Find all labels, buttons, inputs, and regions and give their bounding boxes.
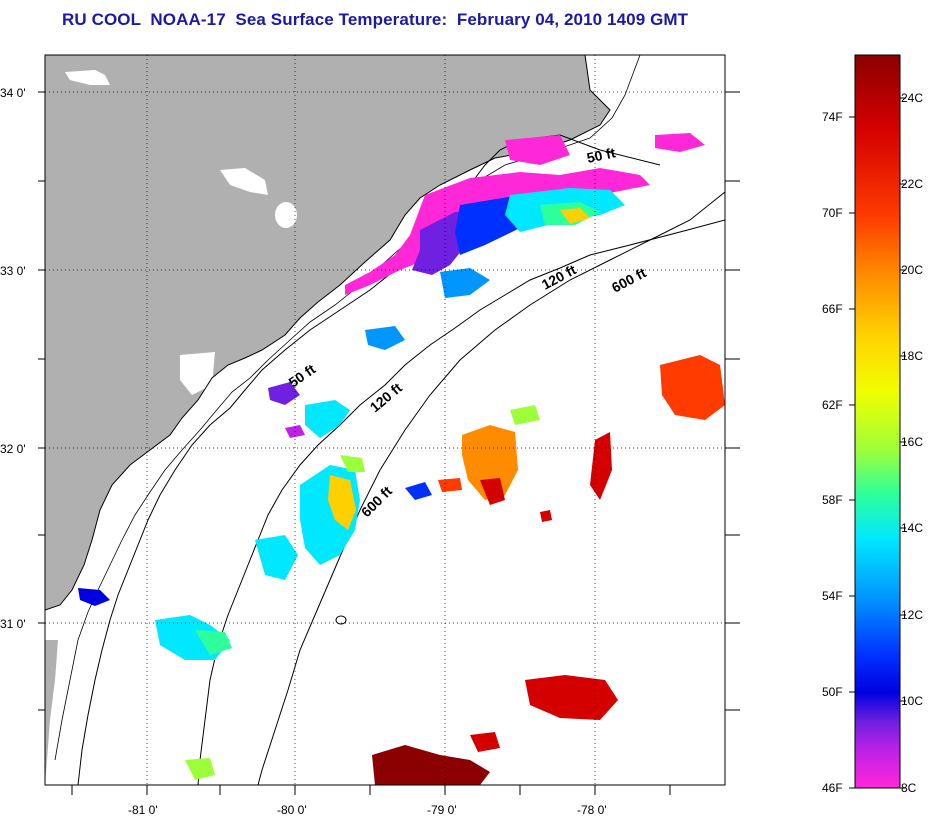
- lat-label-33: 33 0': [0, 264, 26, 278]
- colorbar-f-label: 66F: [822, 302, 843, 316]
- isobath-600ft: [257, 191, 725, 785]
- map-title: RU COOL NOAA-17 Sea Surface Temperature:…: [62, 10, 689, 29]
- colorbar-c-label: 16C: [901, 435, 923, 449]
- colorbar-c-label: 12C: [901, 608, 923, 622]
- colorbar-f-label: 46F: [822, 781, 843, 795]
- lake: [180, 352, 215, 395]
- colorbar-c-label: 10C: [901, 694, 923, 708]
- contour-label-50ft-north: 50 ft: [585, 144, 617, 166]
- colorbar-c-label: 14C: [901, 521, 923, 535]
- colorbar-f-label: 74F: [822, 110, 843, 124]
- lon-label-80: -80 0': [277, 803, 307, 817]
- colorbar-f-label: 54F: [822, 589, 843, 603]
- colorbar-c-label: 22C: [901, 177, 923, 191]
- barrier-islands: [54, 55, 641, 761]
- map-frame: [44, 54, 726, 786]
- colorbar-f-label: 70F: [822, 206, 843, 220]
- lon-label-81: -81 0': [128, 803, 158, 817]
- isobath-50ft: [77, 134, 661, 785]
- colorbar-gradient: [854, 54, 901, 789]
- colorbar-ticks: [849, 97, 906, 789]
- colorbar-f-label: 62F: [822, 398, 843, 412]
- colorbar-f-label: 50F: [822, 685, 843, 699]
- colorbar-c-label: 8C: [901, 781, 917, 795]
- lake: [65, 70, 110, 85]
- lon-label-78: -78 0': [577, 803, 607, 817]
- lon-label-79: -79 0': [427, 803, 457, 817]
- graticule: [45, 55, 725, 785]
- lake: [275, 202, 297, 228]
- seamount-contour: [335, 615, 347, 625]
- lake: [220, 168, 268, 195]
- axis-ticks: [38, 91, 740, 795]
- colorbar-c-label: 20C: [901, 263, 923, 277]
- colorbar-f-label: 58F: [822, 493, 843, 507]
- lat-label-31: 31 0': [0, 617, 26, 631]
- lat-label-34: 34 0': [0, 86, 26, 100]
- land-mass: [45, 55, 610, 610]
- sst-patches: [78, 133, 725, 785]
- land-mass-south: [45, 640, 58, 785]
- colorbar-c-label: 18C: [901, 349, 923, 363]
- colorbar-c-label: 24C: [901, 91, 923, 105]
- lat-label-32: 32 0': [0, 442, 26, 456]
